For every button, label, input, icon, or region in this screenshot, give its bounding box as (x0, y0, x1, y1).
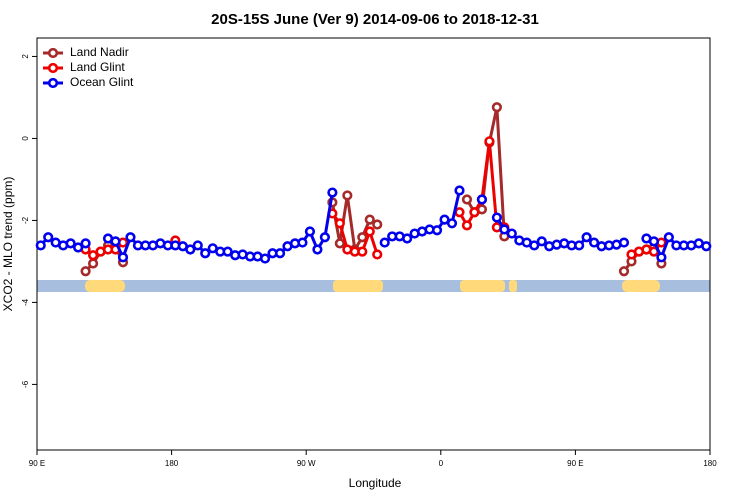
point (319, 232, 330, 243)
point (491, 212, 502, 223)
y-tick-label: -4 (21, 298, 30, 306)
x-tick-label: 90 E (29, 459, 45, 468)
point (372, 219, 383, 230)
point (259, 253, 271, 264)
x-tick-label: 90 W (297, 459, 316, 468)
point (274, 248, 286, 259)
point (357, 246, 368, 257)
land-mask (37, 280, 710, 292)
point (192, 240, 203, 251)
point (35, 240, 46, 251)
point (529, 240, 540, 251)
series (35, 185, 712, 264)
point (222, 246, 233, 257)
x-axis-label: Longitude (349, 476, 402, 490)
point (581, 232, 592, 243)
point (491, 102, 502, 113)
point (327, 187, 338, 198)
legend-label: Ocean Glint (70, 75, 134, 89)
point (304, 226, 316, 237)
point (342, 190, 353, 201)
x-tick-label: 0 (439, 459, 444, 468)
point (618, 237, 630, 248)
legend-marker (47, 62, 59, 74)
y-tick-label: 0 (21, 136, 30, 141)
point (446, 218, 458, 229)
y-axis-label: XCO2 - MLO trend (ppm) (1, 177, 15, 312)
point (364, 214, 375, 225)
point (484, 136, 495, 147)
point (656, 252, 667, 263)
point (454, 207, 465, 218)
point (364, 226, 375, 237)
land-strip (622, 280, 660, 292)
legend-marker (47, 47, 59, 59)
point (80, 238, 91, 249)
point (87, 258, 99, 269)
point (574, 240, 585, 251)
point (663, 232, 674, 243)
point (185, 244, 196, 255)
legend-label: Land Nadir (70, 45, 129, 59)
point (117, 252, 129, 263)
point (297, 237, 308, 248)
land-strip (85, 280, 125, 292)
point (312, 244, 323, 255)
point (469, 207, 480, 218)
land-strip (460, 280, 505, 292)
legend-label: Land Glint (70, 60, 125, 74)
point (701, 241, 712, 252)
y-tick-label: -2 (21, 216, 30, 224)
point (334, 218, 345, 229)
point (43, 232, 54, 243)
point (379, 237, 390, 248)
point (73, 242, 84, 253)
y-tick-label: -6 (21, 380, 30, 388)
chart-title: 20S-15S June (Ver 9) 2014-09-06 to 2018-… (211, 11, 539, 28)
point (618, 266, 630, 277)
point (536, 236, 547, 247)
y-tick-label: 2 (21, 54, 30, 59)
point (454, 185, 465, 196)
x-tick-label: 180 (165, 459, 179, 468)
point (402, 233, 413, 244)
land-strip (509, 280, 517, 292)
point (80, 266, 91, 277)
point (372, 249, 383, 260)
point (200, 248, 211, 259)
point (499, 224, 510, 235)
point (357, 232, 368, 243)
point (476, 194, 488, 205)
point (125, 232, 136, 243)
point (87, 250, 99, 261)
legend-marker (47, 77, 59, 89)
point (439, 214, 450, 225)
point (588, 237, 600, 248)
point (431, 225, 443, 236)
point (461, 220, 473, 231)
x-tick-label: 180 (703, 459, 717, 468)
point (461, 194, 473, 205)
point (506, 228, 517, 239)
point (334, 238, 345, 249)
point (110, 236, 121, 247)
point (648, 236, 660, 247)
point (65, 238, 76, 249)
x-tick-label: 90 E (567, 459, 583, 468)
land-strip (333, 280, 383, 292)
